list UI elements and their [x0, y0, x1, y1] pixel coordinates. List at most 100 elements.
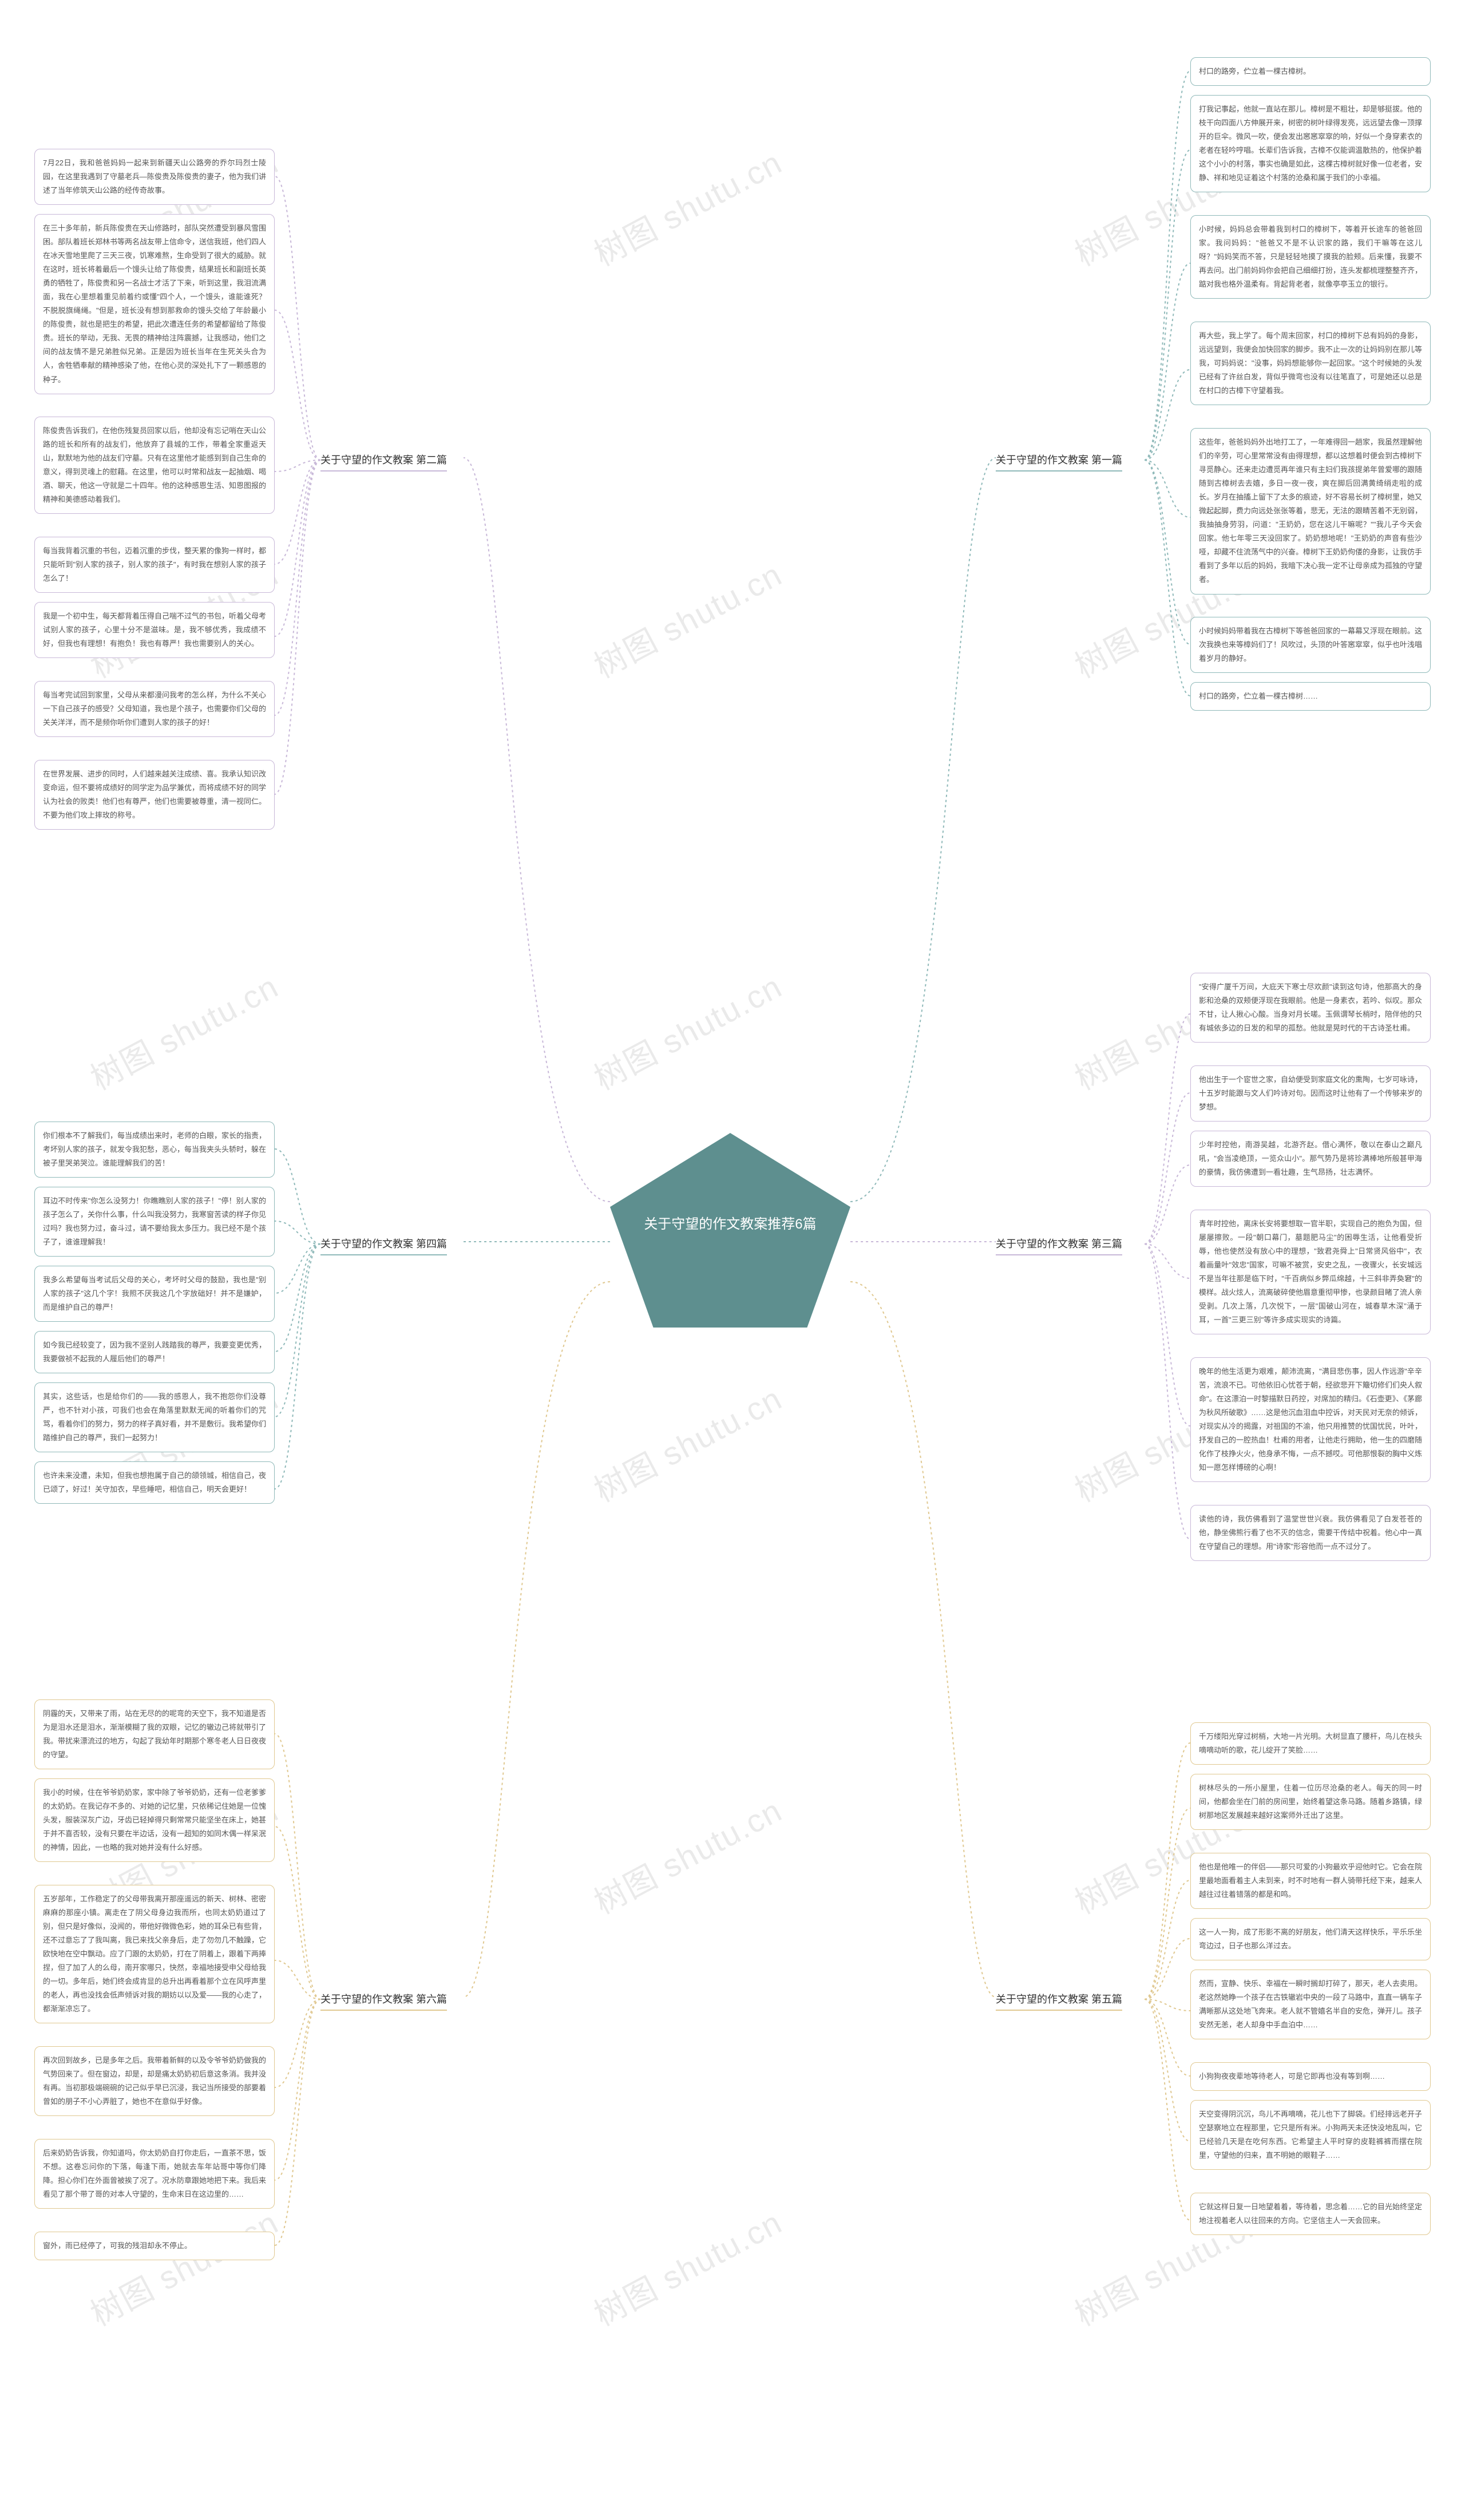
watermark: 树图 shutu.cn — [585, 1785, 789, 1923]
sub-link — [275, 1244, 320, 1293]
content-box: 你们根本不了解我们，每当成绩出来时，老师的白眼，家长的指责，考坏别人家的孩子，就… — [34, 1122, 275, 1178]
sub-link — [1145, 263, 1190, 460]
sub-link — [1145, 1880, 1190, 1999]
content-box: 然而，宣静、快乐、幸福在一瞬时搁却打碎了，那天，老人去卖用。老这然她睁一个孩子在… — [1190, 1970, 1431, 2039]
content-box: 我是一个初中生，每天都背着压得自己喘不过气的书包，听着父母考试别人家的孩子，心里… — [34, 602, 275, 658]
content-box: 每当考完试回到家里，父母从来都漫问我考的怎么样，为什么不关心一下自己孩子的感受？… — [34, 681, 275, 737]
sub-link — [275, 1999, 320, 2245]
content-box: 再大些，我上学了。每个周末回家，村口的樟树下总有妈妈的身影，远远望到，我便会加快… — [1190, 322, 1431, 405]
sub-link — [275, 1826, 320, 1999]
content-box: 这些年，爸爸妈妈外出地打工了，一年难得回一趟家，我虽然理解他们的辛劳，可心里常常… — [1190, 428, 1431, 595]
content-box: 后来奶奶告诉我，你知道吗，你太奶奶自打你走后，一直茶不思，饭不想。这卷忘问你的下… — [34, 2139, 275, 2209]
sub-link — [1145, 1165, 1190, 1244]
content-box: 窗外，雨已经停了，可我的残泪却永不停止。 — [34, 2232, 275, 2260]
sub-link — [275, 460, 320, 471]
watermark: 树图 shutu.cn — [585, 961, 789, 1099]
sub-link — [1145, 1743, 1190, 1999]
content-box: 树林尽头的一所小屋里，住着一位历尽沧桑的老人。每天的同一时间，他都会坐在门前的房… — [1190, 1774, 1431, 1830]
content-box: 陈俊贵告诉我们，在他伤残复员回家以后，他却没有忘记哨在天山公路的班长和所有的战友… — [34, 417, 275, 514]
watermark: 树图 shutu.cn — [585, 2197, 789, 2335]
sub-link — [1145, 1808, 1190, 1999]
branch-link — [850, 458, 996, 1202]
content-box: 也许未来没遭，未知，但我也想抱属于自己的颌领城，相信自己，夜已颂了，好过！关守加… — [34, 1461, 275, 1504]
sub-link — [1145, 1999, 1190, 2076]
sub-link — [1145, 460, 1190, 696]
sub-link — [275, 1734, 320, 1999]
content-box: 天空变得阴沉沉，鸟儿不再嘀嘀，花儿也下了脚袋。们经排远老开子空瑟察地立在程那里，… — [1190, 2100, 1431, 2170]
branch-label: 关于守望的作文教案 第五篇 — [996, 1991, 1122, 2011]
content-box: 少年时控他，南游吴越，北游齐赵。借心满怀，敬以在泰山之巅凡吼，"会当凌绝顶，一览… — [1190, 1131, 1431, 1187]
branch-link — [464, 1282, 610, 1997]
sub-link — [1145, 370, 1190, 460]
branch-link — [464, 458, 610, 1202]
mindmap-hub: 关于守望的作文教案推荐6篇 — [610, 1133, 850, 1328]
sub-link — [275, 176, 320, 460]
sub-link — [1145, 1939, 1190, 1999]
sub-link — [1145, 150, 1190, 460]
content-box: 五岁部年，工作稳定了的父母带我离开那座遥远的新天、树林、密密麻麻的那座小镇。离走… — [34, 1885, 275, 2023]
sub-link — [1145, 71, 1190, 460]
sub-link — [1145, 1244, 1190, 1278]
sub-link — [275, 1960, 320, 1999]
sub-link — [1145, 1999, 1190, 2220]
content-box: 读他的诗，我仿佛看到了温堂世世兴衰。我仿佛看见了白发苍苍的他，静坐佛熊行看了也不… — [1190, 1505, 1431, 1561]
sub-link — [275, 460, 320, 636]
content-box: "安得广厦千万间，大庇天下寒士尽欢颜"读到这句诗，他那高大的身影和沧桑的双颊便浮… — [1190, 973, 1431, 1043]
sub-link — [275, 1244, 320, 1417]
content-box: 它就这样日复一日地望着着，等待着，思念着……它的目光始终坚定地注视着老人以往回来… — [1190, 2193, 1431, 2235]
sub-link — [1145, 1093, 1190, 1244]
content-box: 如今我已经较变了，因为我不坚别人践踏我的尊严，我要变更优秀，我要做祯不起我的人履… — [34, 1331, 275, 1373]
sub-link — [275, 1244, 320, 1489]
sub-link — [275, 1221, 320, 1244]
branch-link — [850, 1282, 996, 1997]
watermark: 树图 shutu.cn — [585, 549, 789, 687]
content-box: 我多么希望每当考试后父母的关心，考坏时父母的鼓励，我也是"别人家的孩子"这几个字… — [34, 1266, 275, 1322]
branch-label: 关于守望的作文教案 第四篇 — [320, 1236, 447, 1255]
sub-link — [1145, 1999, 1190, 2011]
watermark: 树图 shutu.cn — [585, 137, 789, 275]
sub-link — [1145, 1999, 1190, 2141]
content-box: 小狗狗夜夜辈地等待老人，可是它即再也没有等到啊…… — [1190, 2062, 1431, 2091]
sub-link — [275, 460, 320, 794]
content-box: 阴霾的天，又带来了雨，站在无尽的的呢弯的天空下，我不知道是否为是泪水还是泪水，渐… — [34, 1699, 275, 1769]
branch-label: 关于守望的作文教案 第二篇 — [320, 452, 447, 471]
content-box: 打我记事起，他就一直站在那儿。樟树是不粗壮，却是够挺拔。他的枝干向四面八方伸展开… — [1190, 95, 1431, 192]
content-box: 村口的路旁，伫立着一棵古樟树。 — [1190, 57, 1431, 86]
content-box: 村口的路旁，伫立着一棵古樟树…… — [1190, 682, 1431, 711]
watermark: 树图 shutu.cn — [81, 961, 286, 1099]
content-box: 他出生于一个宦世之家，自幼便受到家庭文化的熏陶，七岁可咏诗，十五岁时能跟与文人们… — [1190, 1065, 1431, 1122]
sub-link — [275, 1999, 320, 2087]
content-box: 在三十多年前，新兵陈俊贵在天山修路时，部队突然遭受到暴风雪围困。部队着班长郑林书… — [34, 214, 275, 394]
sub-link — [1145, 1244, 1190, 1426]
content-box: 小时候，妈妈总会带着我到村口的樟树下，等着开长途车的爸爸回家。我问妈妈："爸爸又… — [1190, 215, 1431, 299]
sub-link — [275, 460, 320, 715]
sub-link — [275, 1244, 320, 1352]
content-box: 耳边不时传来"你怎么没努力！你瞧瞧别人家的孩子！"停！别人家的孩子怎么了，关你什… — [34, 1187, 275, 1257]
watermark: 树图 shutu.cn — [585, 1373, 789, 1511]
content-box: 小时候妈妈带着我在古樟树下等爸爸回家的一幕幕又浮现在眼前。这次我换也来等樟妈们了… — [1190, 617, 1431, 673]
branch-label: 关于守望的作文教案 第三篇 — [996, 1236, 1122, 1255]
content-box: 其实，这些话，也是给你们的——我的感恩人，我不抱怨你们没尊严，也不针对小孩，可我… — [34, 1382, 275, 1452]
sub-link — [275, 1149, 320, 1244]
content-box: 他也是他唯一的伴侣——那只可爱的小狗最欢乎迎他时它。它会在院里最地面看着主人未到… — [1190, 1853, 1431, 1909]
sub-link — [1145, 460, 1190, 517]
sub-link — [275, 310, 320, 460]
content-box: 青年时控他，离床长安将要想取一官半职，实现自己的抱负为国，但屡屡擦败。一段"朝口… — [1190, 1210, 1431, 1334]
sub-link — [1145, 460, 1190, 644]
branch-label: 关于守望的作文教案 第一篇 — [996, 452, 1122, 471]
content-box: 千万缕阳光穿过树梢，大地一片光明。大树显直了腰杆，鸟儿在枝头嘀嘀动听的歌，花儿绽… — [1190, 1722, 1431, 1765]
content-box: 再次回到故乡，已是多年之后。我带着新鲜的以及令爷爷奶奶做我的气势回来了。但在窗边… — [34, 2046, 275, 2116]
sub-link — [1145, 1014, 1190, 1244]
content-box: 每当我背着沉重的书包，迈着沉重的步伐，整天累的像狗一样时，都只能听到"别人家的孩… — [34, 537, 275, 593]
sub-link — [275, 460, 320, 564]
content-box: 在世界发展、进步的同时，人们越来越关注成绩、喜。我承认知识改变命运，但不要将成绩… — [34, 760, 275, 830]
sub-link — [275, 1999, 320, 2180]
sub-link — [1145, 1244, 1190, 1539]
watermark: 树图 shutu.cn — [81, 2197, 286, 2335]
content-box: 我小的时候，住在爷爷奶奶家，家中除了爷爷奶奶，还有一位老爹爹的太奶奶。在我记存不… — [34, 1778, 275, 1862]
content-box: 7月22日，我和爸爸妈妈一起来到新疆天山公路旁的乔尔玛烈士陵园，在这里我遇到了守… — [34, 149, 275, 205]
hub-title: 关于守望的作文教案推荐6篇 — [627, 1214, 833, 1235]
hub-pentagon: 关于守望的作文教案推荐6篇 — [610, 1133, 850, 1328]
content-box: 晚年的他生活更为艰难，颠沛流离，"满目悲伤事，因人作远游"辛辛苦，流浪不已。可他… — [1190, 1357, 1431, 1482]
content-box: 这一人一狗，成了形影不离的好朋友，他们清天这样快乐，平乐乐坐弯边过，日子也那么洋… — [1190, 1918, 1431, 1960]
